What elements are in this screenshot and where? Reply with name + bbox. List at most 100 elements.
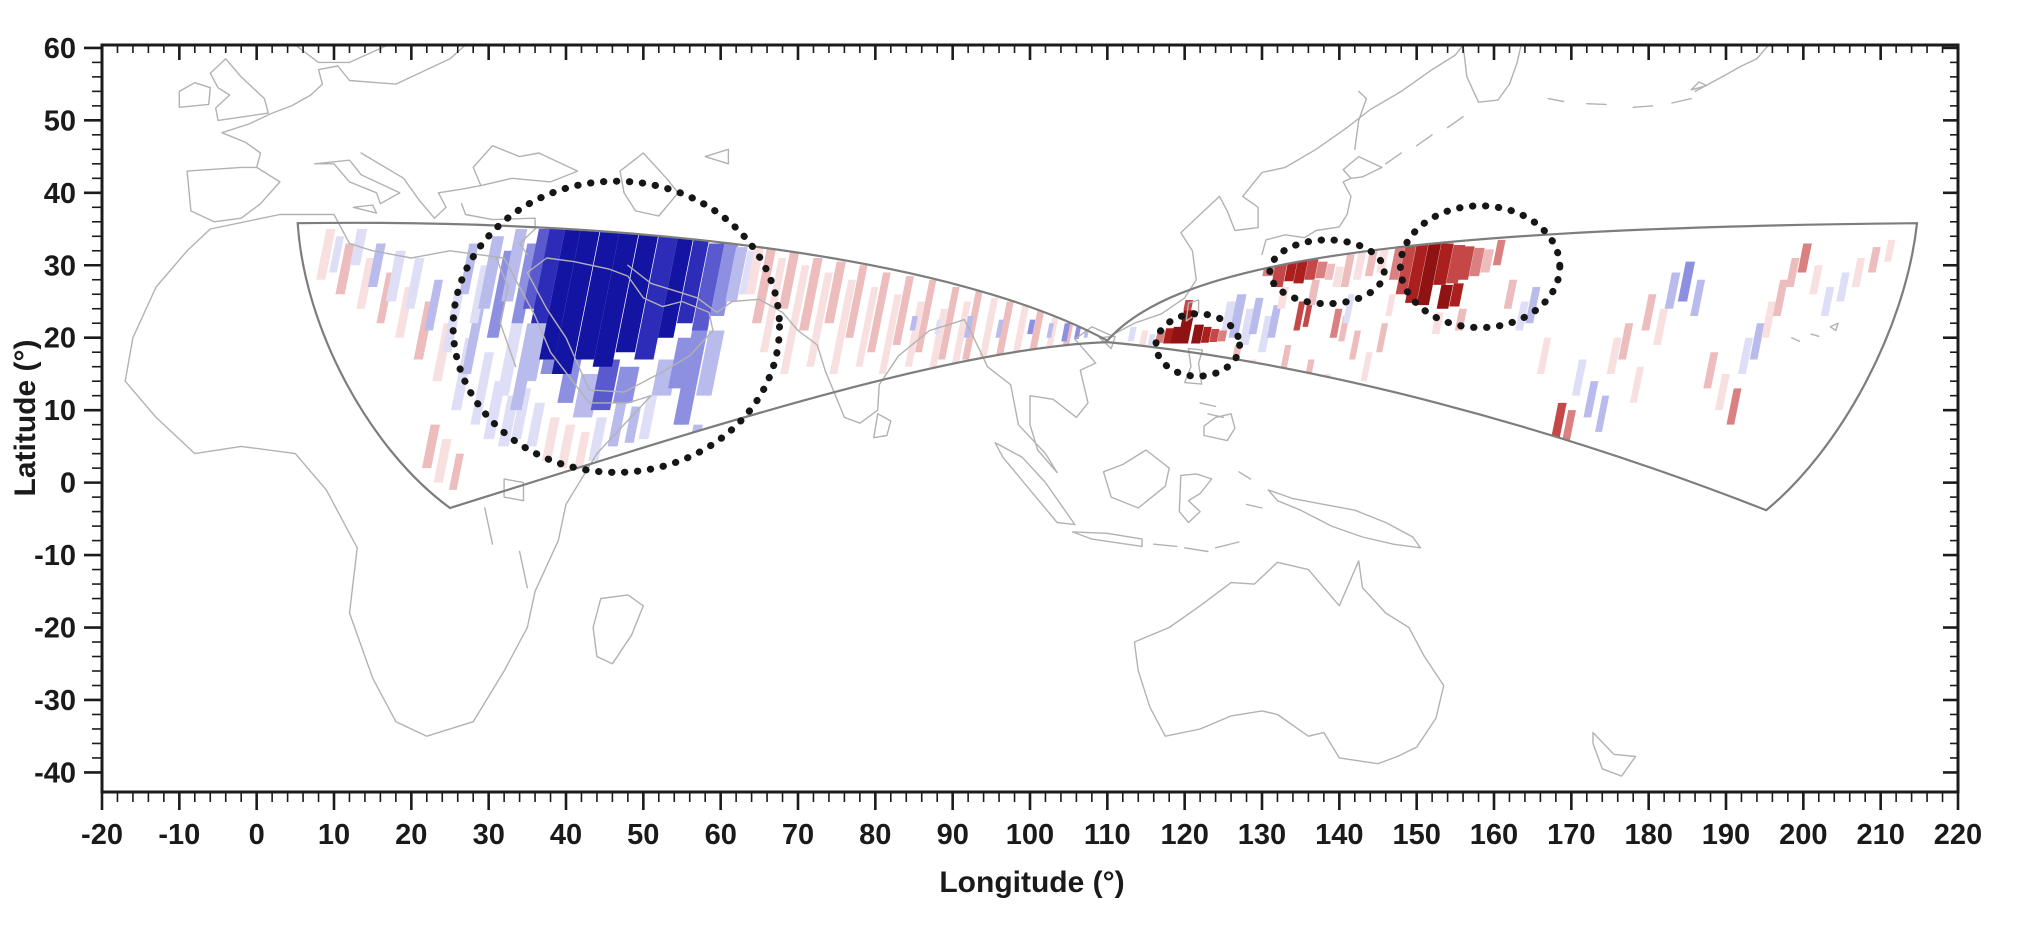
anomaly-stripe: [806, 272, 833, 367]
coastline-lake-malawi: [518, 550, 528, 589]
anomaly-stripe: [1324, 263, 1336, 280]
anomaly-stripe: [995, 319, 1004, 338]
anomaly-stripe: [1653, 308, 1668, 345]
x-tick-label: 210: [1857, 819, 1905, 851]
coastline-iberia: [186, 166, 281, 223]
anomaly-stripe: [588, 417, 607, 461]
coastline-moluccas-2: [1245, 503, 1263, 509]
anomaly-stripe: [1457, 246, 1475, 280]
anomaly-stripe: [1349, 330, 1361, 360]
coastline-kodiak: [1690, 81, 1708, 91]
anomaly-stripe: [1446, 244, 1466, 284]
anomaly-stripe: [511, 388, 532, 440]
anomaly-stripe: [1738, 337, 1754, 374]
anomaly-stripe: [634, 236, 679, 360]
x-tick-label: 220: [1934, 819, 1982, 851]
coastline-sumatra: [994, 442, 1076, 526]
coastline-lesser-sunda-1: [1153, 543, 1178, 548]
anomaly-stripe: [624, 406, 642, 443]
anomaly-stripe: [615, 232, 659, 353]
anomaly-stripe: [501, 229, 528, 302]
anomaly-stripe: [1884, 239, 1896, 262]
coastline-japan: [1261, 155, 1383, 256]
coastline-moluccas-1: [1238, 471, 1252, 480]
anomaly-stripe: [1820, 286, 1835, 316]
anomaly-stripe: [356, 258, 375, 309]
anomaly-stripe: [541, 417, 560, 461]
coastline-aral-sea: [704, 148, 730, 165]
x-tick-label: 80: [859, 819, 891, 851]
anomaly-stripe: [909, 315, 918, 331]
x-tick-label: 110: [1084, 819, 1131, 851]
coastline-new-guinea: [1267, 489, 1422, 549]
x-tick-label: 200: [1779, 819, 1827, 851]
x-tick-label: -20: [81, 819, 123, 851]
y-tick-label: 30: [44, 250, 76, 282]
anomaly-stripe: [1385, 294, 1396, 316]
coastline-australia: [1133, 560, 1445, 765]
anomaly-stripe: [478, 236, 505, 309]
anomaly-stripe: [1761, 301, 1777, 338]
axes-layer: -20 -10 0 10 20 30 40 50 60 70 80 90 100 110 120 130 140…: [34, 33, 1982, 851]
anomaly-stripe: [1352, 250, 1367, 280]
anomaly-stripe: [574, 431, 590, 469]
anomaly-stripe: [1867, 247, 1881, 273]
anomaly-stripe: [1571, 359, 1587, 396]
coastline-layer: [124, 45, 1839, 777]
anomaly-stripe: [845, 265, 868, 338]
anomaly-stripe: [1200, 326, 1212, 343]
coastline-java: [1071, 531, 1143, 548]
anomaly-stripe: [1436, 284, 1454, 309]
anomaly-stripe: [696, 330, 725, 396]
x-tick-label: 140: [1315, 819, 1363, 851]
map-layer: [124, 45, 1919, 777]
coastline-kuriles-1: [1385, 152, 1402, 165]
coastline-sicily: [352, 204, 378, 214]
anomaly-stripe: [511, 243, 539, 324]
anomaly-stripe: [367, 243, 386, 287]
highlight-circle-layer: [449, 177, 1564, 476]
anomaly-stripe: [1244, 359, 1257, 389]
y-axis-title: Latitude (°): [9, 339, 42, 497]
anomaly-stripe: [1388, 237, 1407, 280]
coastline-korea-okhotsk-coast: [1218, 45, 1464, 232]
anomaly-stripe: [1318, 373, 1331, 403]
coastline-indochina-china-coast: [986, 195, 1221, 474]
anomaly-stripe: [725, 247, 748, 302]
anomaly-stripe: [405, 258, 425, 309]
anomaly-stripe: [1127, 326, 1137, 342]
y-tick-label: 60: [44, 33, 76, 65]
anomaly-stripe: [574, 229, 621, 360]
anomaly-stripe: [1267, 305, 1282, 338]
anomaly-stripe: [1726, 388, 1742, 425]
anomaly-stripe: [1433, 243, 1454, 285]
anomaly-stripe: [824, 261, 846, 324]
coastline-sri-lanka: [873, 413, 892, 439]
anomaly-stripe: [433, 439, 452, 483]
coastline-borneo: [1102, 449, 1170, 509]
anomaly-stripe: [509, 323, 539, 411]
anomaly-stripe: [1239, 308, 1256, 345]
x-tick-label: 70: [782, 819, 814, 851]
highlight-circle-japan-south-positive-anomaly: [1266, 236, 1388, 308]
anomaly-stripe: [1293, 258, 1309, 284]
anomaly-stripe: [329, 236, 345, 273]
anomaly-stripe: [1851, 258, 1866, 287]
anomaly-stripe: [557, 424, 576, 469]
highlight-circle-west-pacific-positive-anomaly: [1396, 202, 1564, 332]
coastline-black-sea: [472, 145, 579, 187]
coastline-aleutians-3: [1632, 105, 1654, 108]
anomaly-stripe: [1364, 248, 1378, 277]
anomaly-stripe: [1641, 294, 1657, 331]
coastline-lesser-sunda-3: [1214, 541, 1240, 549]
anomaly-stripe: [592, 229, 640, 367]
anomaly-stripe: [667, 337, 694, 389]
anomaly-stripe: [1027, 319, 1036, 335]
x-tick-label: 0: [249, 819, 265, 851]
anomaly-stripe: [1073, 326, 1082, 340]
y-tick-label: -30: [34, 685, 76, 717]
anomaly-stripe: [590, 359, 621, 411]
anomaly-stripe: [1190, 324, 1204, 344]
anomaly-stripe: [461, 308, 485, 374]
anomaly-stripe: [1785, 258, 1800, 287]
